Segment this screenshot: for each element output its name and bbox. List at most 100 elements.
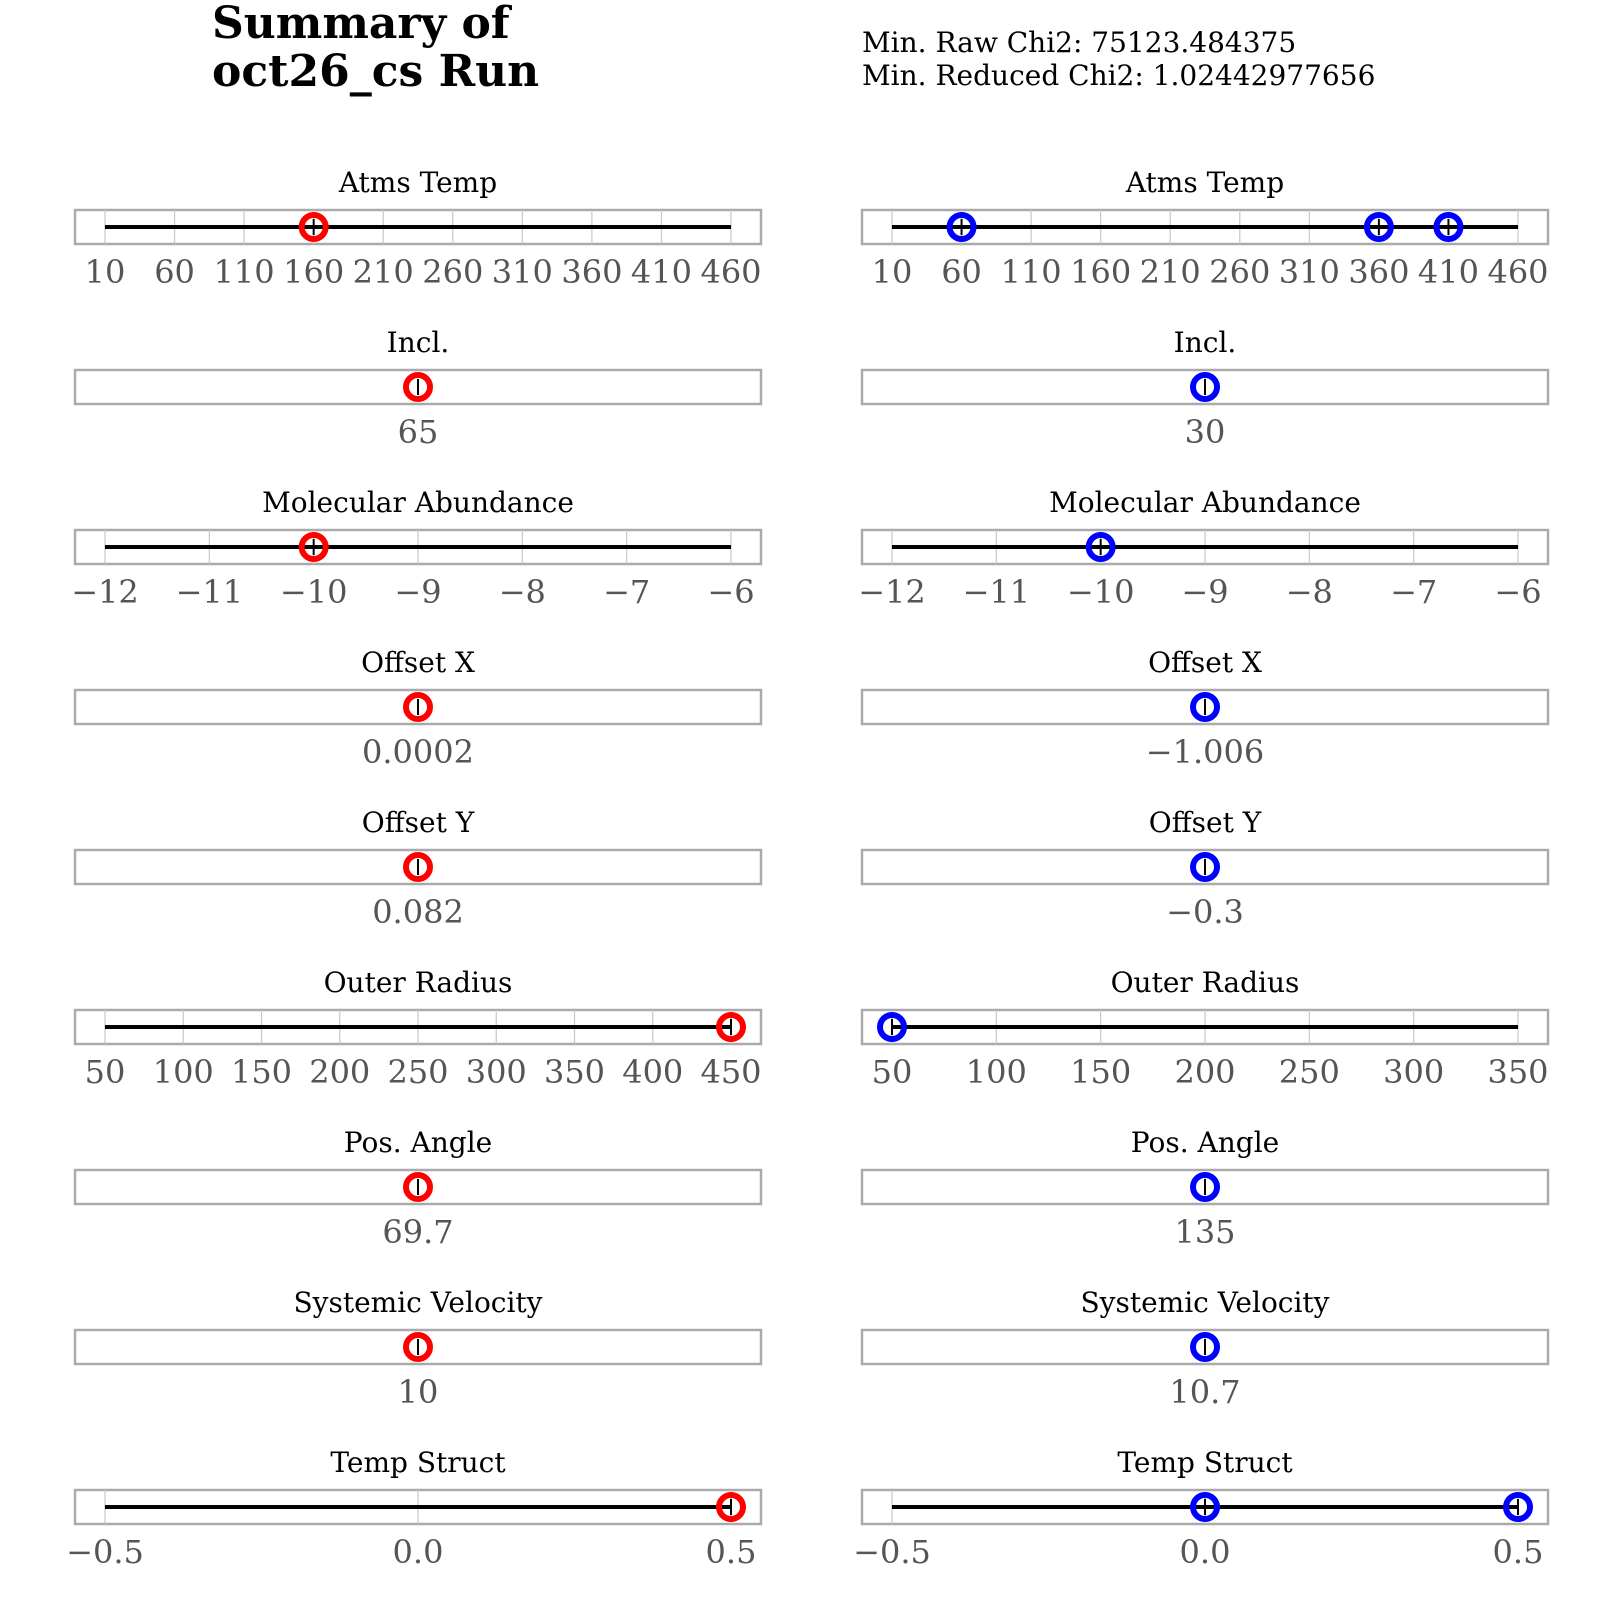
left-offset-x-title: Offset X: [361, 646, 475, 679]
left-outer-radius-tick-label-8: 450: [700, 1053, 761, 1091]
right-atms-temp-tick-label-0: 10: [872, 253, 913, 291]
right-pos-angle-marker-0: [1190, 1172, 1220, 1202]
right-offset-y-frame: [860, 848, 1550, 886]
right-atms-temp-tick-label-3: 160: [1070, 253, 1131, 291]
left-atms-temp-tick-label-4: 210: [353, 253, 414, 291]
right-offset-x-tick-label-0: −1.006: [1146, 733, 1264, 771]
left-outer-radius-tick-label-6: 350: [544, 1053, 605, 1091]
left-offset-x-tick-label-0: 0.0002: [362, 733, 474, 771]
right-outer-radius-marker-0: [877, 1012, 907, 1042]
left-molecular-abundance-tick-label-5: −7: [603, 573, 650, 611]
right-pos-angle-title: Pos. Angle: [1131, 1126, 1279, 1159]
left-offset-x-marker-0: [403, 692, 433, 722]
left-pos-angle-tick-label-0: 69.7: [382, 1213, 453, 1251]
right-atms-temp-tick-label-4: 210: [1140, 253, 1201, 291]
left-outer-radius-marker-0: [716, 1012, 746, 1042]
right-atms-temp-marker-0: [946, 212, 977, 242]
right-temp-struct-tick-label-0: −0.5: [853, 1533, 931, 1571]
left-outer-radius-tick-label-7: 400: [622, 1053, 683, 1091]
left-atms-temp-title: Atms Temp: [338, 166, 497, 199]
right-temp-struct-marker-0: [1190, 1492, 1220, 1522]
right-pos-angle-tick-label-0: 135: [1174, 1213, 1235, 1251]
right-molecular-abundance-tick-label-6: −6: [1494, 573, 1541, 611]
left-offset-y-marker-0: [403, 852, 433, 882]
right-offset-x-title: Offset X: [1148, 646, 1262, 679]
left-temp-struct-title: Temp Struct: [330, 1446, 506, 1479]
right-atms-temp-tick-label-7: 360: [1348, 253, 1409, 291]
right-offset-y-tick-label-0: −0.3: [1166, 893, 1244, 931]
right-molecular-abundance-title: Molecular Abundance: [1049, 486, 1361, 519]
left-offset-y-tick-label-0: 0.082: [372, 893, 464, 931]
left-systemic-velocity-title: Systemic Velocity: [293, 1286, 542, 1319]
right-outer-radius-tick-label-6: 350: [1487, 1053, 1548, 1091]
left-offset-y-frame: [73, 848, 763, 886]
left-systemic-velocity-frame: [73, 1328, 763, 1366]
right-outer-radius-tick-label-3: 200: [1174, 1053, 1235, 1091]
right-offset-x-marker-0: [1190, 692, 1220, 722]
left-pos-angle-frame: [73, 1168, 763, 1206]
left-incl-marker-0: [403, 372, 433, 402]
right-atms-temp-marker-2: [1433, 212, 1464, 242]
right-offset-x-frame: [860, 688, 1550, 726]
left-outer-radius-tick-label-3: 200: [309, 1053, 370, 1091]
left-atms-temp-marker-0: [298, 212, 329, 242]
right-molecular-abundance-tick-label-0: −12: [858, 573, 926, 611]
right-offset-y-title: Offset Y: [1149, 806, 1262, 839]
left-systemic-velocity-tick-label-0: 10: [398, 1373, 439, 1411]
left-outer-radius-tick-label-0: 50: [85, 1053, 126, 1091]
left-incl-tick-label-0: 65: [398, 413, 439, 451]
right-incl-marker-0: [1190, 372, 1220, 402]
left-outer-radius-tick-label-1: 100: [153, 1053, 214, 1091]
right-outer-radius-tick-label-2: 150: [1070, 1053, 1131, 1091]
right-incl-title: Incl.: [1174, 326, 1237, 359]
right-atms-temp-tick-label-2: 110: [1001, 253, 1062, 291]
left-atms-temp-tick-label-5: 260: [422, 253, 483, 291]
right-molecular-abundance-marker-0: [1085, 532, 1116, 562]
min-reduced-chi2: Min. Reduced Chi2: 1.02442977656: [862, 59, 1376, 92]
right-atms-temp-tick-label-5: 260: [1209, 253, 1270, 291]
left-atms-temp-tick-label-0: 10: [85, 253, 126, 291]
right-molecular-abundance-tick-label-3: −9: [1181, 573, 1228, 611]
right-atms-temp-marker-1: [1363, 212, 1394, 242]
left-molecular-abundance-tick-label-6: −6: [707, 573, 754, 611]
left-atms-temp-tick-label-9: 460: [700, 253, 761, 291]
left-atms-temp-tick-label-1: 60: [154, 253, 195, 291]
left-molecular-abundance-tick-label-3: −9: [394, 573, 441, 611]
right-systemic-velocity-frame: [860, 1328, 1550, 1366]
right-temp-struct-tick-label-1: 0.0: [1180, 1533, 1231, 1571]
left-outer-radius-tick-label-5: 300: [466, 1053, 527, 1091]
left-systemic-velocity-marker-0: [403, 1332, 433, 1362]
right-systemic-velocity-tick-label-0: 10.7: [1169, 1373, 1240, 1411]
right-molecular-abundance-tick-label-4: −8: [1286, 573, 1333, 611]
min-raw-chi2: Min. Raw Chi2: 75123.484375: [862, 26, 1297, 59]
right-outer-radius-tick-label-1: 100: [966, 1053, 1027, 1091]
left-atms-temp-tick-label-6: 310: [492, 253, 553, 291]
left-incl-frame: [73, 368, 763, 406]
right-temp-struct-tick-label-2: 0.5: [1493, 1533, 1544, 1571]
left-offset-x-frame: [73, 688, 763, 726]
left-outer-radius-tick-label-4: 250: [387, 1053, 448, 1091]
left-molecular-abundance-tick-label-2: −10: [280, 573, 348, 611]
right-incl-tick-label-0: 30: [1185, 413, 1226, 451]
left-atms-temp-frame: [73, 208, 763, 246]
right-outer-radius-tick-label-4: 250: [1279, 1053, 1340, 1091]
right-atms-temp-tick-label-8: 410: [1418, 253, 1479, 291]
left-molecular-abundance-tick-label-0: −12: [71, 573, 139, 611]
right-offset-y-marker-0: [1190, 852, 1220, 882]
left-molecular-abundance-title: Molecular Abundance: [262, 486, 574, 519]
right-molecular-abundance-tick-label-1: −11: [963, 573, 1031, 611]
right-outer-radius-tick-label-5: 300: [1383, 1053, 1444, 1091]
right-pos-angle-frame: [860, 1168, 1550, 1206]
right-temp-struct-marker-1: [1503, 1492, 1533, 1522]
right-atms-temp-title: Atms Temp: [1125, 166, 1284, 199]
right-molecular-abundance-tick-label-5: −7: [1390, 573, 1437, 611]
right-atms-temp-tick-label-9: 460: [1487, 253, 1548, 291]
right-temp-struct-title: Temp Struct: [1117, 1446, 1293, 1479]
left-molecular-abundance-tick-label-4: −8: [499, 573, 546, 611]
left-temp-struct-tick-label-0: −0.5: [66, 1533, 144, 1571]
left-temp-struct-tick-label-1: 0.0: [393, 1533, 444, 1571]
left-atms-temp-tick-label-3: 160: [283, 253, 344, 291]
left-molecular-abundance-marker-0: [298, 532, 329, 562]
left-atms-temp-tick-label-7: 360: [561, 253, 622, 291]
